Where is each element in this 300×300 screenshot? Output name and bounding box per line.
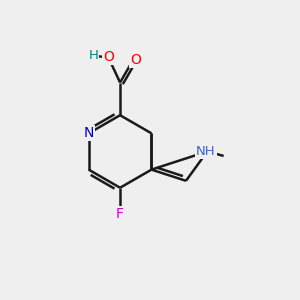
Text: O: O — [130, 53, 141, 67]
Text: F: F — [116, 208, 124, 221]
Text: H: H — [88, 50, 98, 62]
Text: O: O — [103, 50, 114, 64]
Text: N: N — [83, 126, 94, 140]
Text: NH: NH — [196, 145, 216, 158]
